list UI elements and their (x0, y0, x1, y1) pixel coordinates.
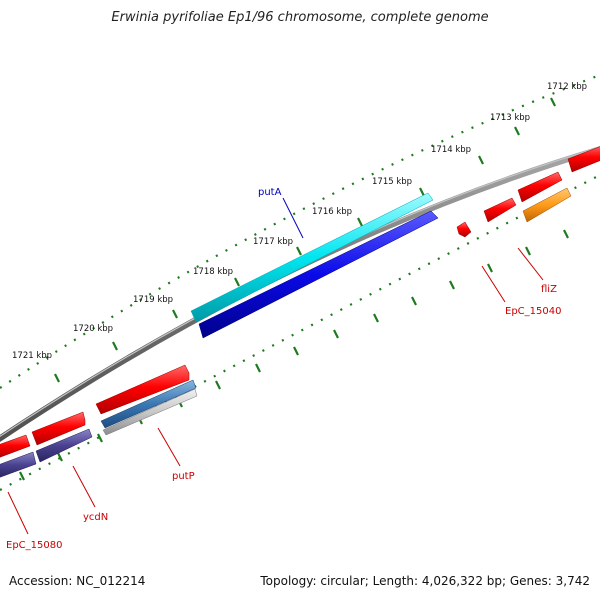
gene-red-arrow-4[interactable] (483, 197, 517, 223)
kbp-tick-mark (478, 155, 484, 165)
kbp-tick-mark (357, 217, 363, 227)
gene-label-EpC_15040: EpC_15040 (505, 306, 561, 317)
inner-tick-mark (97, 433, 103, 443)
inner-tick-mark (255, 363, 261, 373)
gene-EpC_15040[interactable] (456, 221, 472, 238)
inner-tick-mark (57, 452, 63, 462)
kbp-tick-label: 1719 kbp (133, 295, 173, 305)
kbp-tick-mark (54, 373, 60, 383)
gene-red-arrow-6[interactable] (567, 145, 600, 173)
gene-red-arrow-3[interactable] (0, 434, 31, 458)
kbp-tick-mark (419, 187, 425, 197)
chromosome-backbone-highlight (0, 146, 600, 438)
EpC_15040-leader (481, 265, 506, 303)
kbp-tick-label: 1713 kbp (490, 113, 530, 123)
kbp-tick-label: 1715 kbp (372, 177, 412, 187)
inner-tick-mark (411, 296, 417, 306)
kbp-tick-label: 1717 kbp (253, 237, 293, 247)
inner-tick-mark (19, 471, 25, 481)
gene-putP[interactable] (100, 379, 198, 436)
gene-EpC_15080[interactable] (0, 451, 37, 478)
inner-tick-mark (333, 329, 339, 339)
inner-tick-mark (449, 280, 455, 290)
chromosome-backbone (0, 146, 600, 442)
gene-label-putP: putP (172, 471, 195, 482)
gene-label-EpC_15080: EpC_15080 (6, 540, 62, 551)
gene-red-arrow-2[interactable] (31, 411, 86, 446)
kbp-tick-mark (172, 309, 178, 319)
kbp-tick-mark (514, 126, 520, 136)
kbp-tick-mark (234, 277, 240, 287)
kbp-tick-label: 1721 kbp (12, 351, 52, 361)
gene-putA-partner[interactable] (198, 210, 439, 339)
kbp-tick-label: 1718 kbp (193, 267, 233, 277)
fliZ-leader (517, 247, 544, 281)
ycdN-leader (72, 465, 96, 508)
gene-label-fliZ: fliZ (541, 284, 557, 295)
kbp-tick-label: 1712 kbp (547, 82, 587, 92)
gene-label-ycdN: ycdN (83, 512, 108, 523)
inner-tick-mark (487, 263, 493, 273)
gene-ycdN[interactable] (35, 428, 93, 463)
inner-tick-mark (293, 346, 299, 356)
gene-putA[interactable] (190, 192, 434, 323)
kbp-tick-label: 1714 kbp (431, 145, 471, 155)
kbp-ticks: 1712 kbp 1713 kbp 1714 kbp 1715 kbp 1716 kbp… (12, 82, 587, 481)
inner-tick-mark (525, 246, 531, 256)
putA-leader (282, 197, 304, 239)
accession-text: Accession: NC_012214 (9, 574, 146, 588)
kbp-tick-mark (112, 341, 118, 351)
inner-tick-mark (215, 380, 221, 390)
map-title: Erwinia pyrifoliae Ep1/96 chromosome, co… (111, 10, 489, 25)
inner-tick-mark (563, 229, 569, 239)
gene-red-arrow-1[interactable] (95, 364, 190, 415)
topology-text: Topology: circular; Length: 4,026,322 bp… (260, 574, 590, 588)
kbp-tick-mark (296, 246, 302, 256)
gene-red-arrow-5[interactable] (517, 171, 563, 203)
kbp-tick-label: 1720 kbp (73, 324, 113, 334)
kbp-tick-mark (550, 97, 556, 107)
kbp-tick-label: 1716 kbp (312, 207, 352, 217)
EpC_15080-leader (7, 491, 29, 535)
putP-leader (157, 427, 181, 467)
inner-tick-mark (373, 313, 379, 323)
gene-fliZ[interactable] (522, 187, 572, 223)
gene-label-putA: putA (258, 187, 282, 198)
